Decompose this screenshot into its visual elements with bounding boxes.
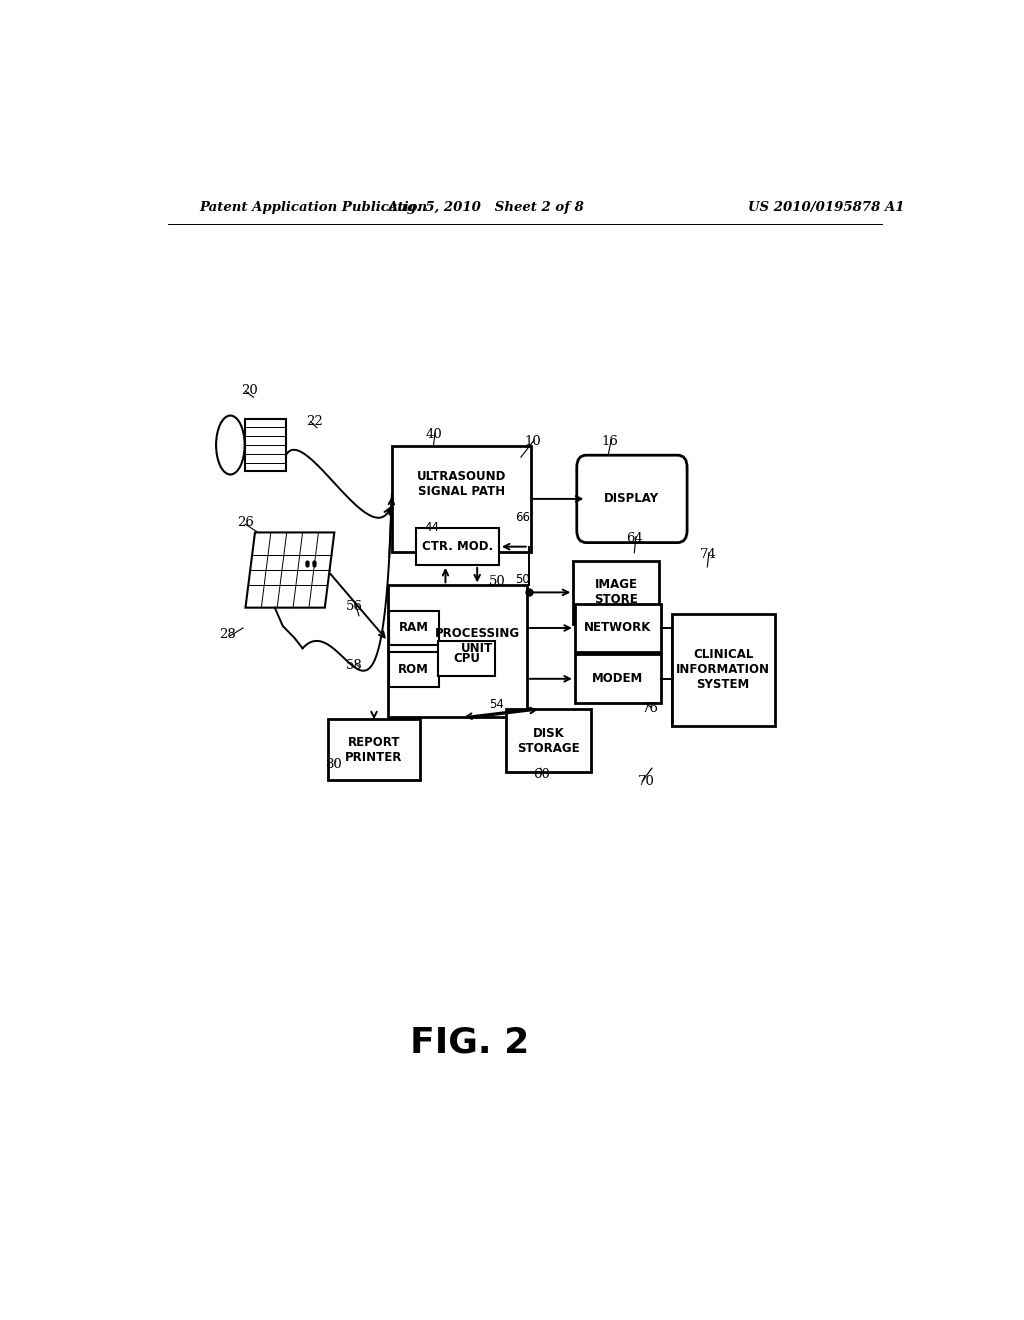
Text: 40: 40 [426, 428, 442, 441]
Text: 22: 22 [306, 414, 324, 428]
Text: 54: 54 [489, 698, 504, 711]
FancyBboxPatch shape [329, 719, 420, 780]
Text: US 2010/0195878 A1: US 2010/0195878 A1 [749, 201, 904, 214]
Text: 70: 70 [638, 775, 655, 788]
Text: 28: 28 [219, 628, 236, 642]
Polygon shape [246, 532, 334, 607]
FancyBboxPatch shape [574, 603, 660, 652]
Text: 50: 50 [489, 576, 506, 589]
Text: FIG. 2: FIG. 2 [410, 1026, 528, 1060]
Text: 16: 16 [602, 436, 618, 447]
Text: 44: 44 [424, 521, 439, 535]
Text: CPU: CPU [454, 652, 480, 665]
FancyBboxPatch shape [573, 561, 658, 624]
FancyBboxPatch shape [416, 528, 499, 565]
Text: 60: 60 [532, 768, 550, 781]
Text: DISPLAY: DISPLAY [604, 492, 659, 506]
Text: 10: 10 [524, 436, 542, 447]
Text: 58: 58 [346, 659, 362, 672]
Text: RAM: RAM [398, 622, 429, 635]
Text: 20: 20 [241, 384, 257, 397]
Text: DISK
STORAGE: DISK STORAGE [517, 727, 580, 755]
Text: 76: 76 [641, 702, 658, 715]
FancyBboxPatch shape [389, 652, 438, 686]
FancyBboxPatch shape [245, 418, 286, 471]
Ellipse shape [216, 416, 245, 474]
Text: ULTRASOUND
SIGNAL PATH: ULTRASOUND SIGNAL PATH [417, 470, 506, 498]
FancyBboxPatch shape [506, 709, 592, 772]
Text: 66: 66 [515, 511, 530, 524]
Text: REPORT
PRINTER: REPORT PRINTER [345, 737, 402, 764]
Text: 56: 56 [346, 599, 364, 612]
Text: Aug. 5, 2010   Sheet 2 of 8: Aug. 5, 2010 Sheet 2 of 8 [387, 201, 584, 214]
Text: 50: 50 [515, 573, 530, 586]
Text: MODEM: MODEM [592, 672, 643, 685]
FancyBboxPatch shape [577, 455, 687, 543]
Text: 74: 74 [699, 548, 716, 561]
Text: 64: 64 [627, 532, 643, 545]
Text: 26: 26 [238, 516, 254, 529]
FancyBboxPatch shape [574, 655, 660, 704]
Text: CTR. MOD.: CTR. MOD. [422, 540, 493, 553]
Text: PROCESSING
UNIT: PROCESSING UNIT [434, 627, 520, 655]
FancyBboxPatch shape [438, 642, 496, 676]
FancyBboxPatch shape [388, 585, 526, 718]
Text: Patent Application Publication: Patent Application Publication [200, 201, 428, 214]
FancyBboxPatch shape [389, 611, 438, 645]
FancyBboxPatch shape [392, 446, 530, 552]
Text: ROM: ROM [398, 663, 429, 676]
FancyBboxPatch shape [672, 614, 775, 726]
Text: NETWORK: NETWORK [584, 622, 651, 635]
Text: CLINICAL
INFORMATION
SYSTEM: CLINICAL INFORMATION SYSTEM [676, 648, 770, 692]
Text: 80: 80 [325, 758, 342, 771]
Text: IMAGE
STORE: IMAGE STORE [594, 578, 638, 606]
